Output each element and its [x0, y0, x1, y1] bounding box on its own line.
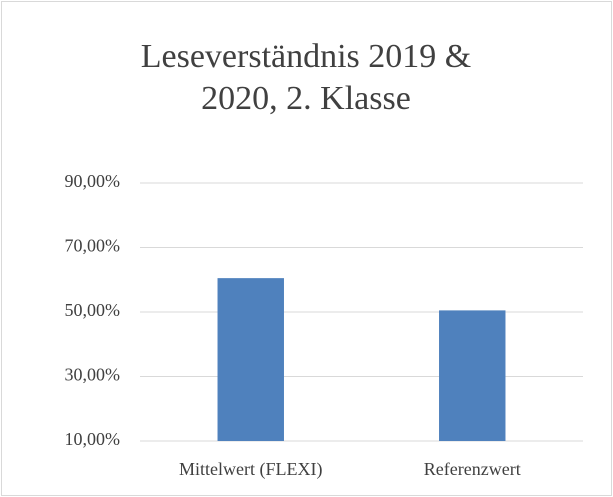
y-tick-label: 70,00%: [65, 236, 121, 256]
y-tick-label: 50,00%: [65, 300, 121, 320]
bar: [217, 278, 284, 441]
y-tick-label: 10,00%: [65, 429, 121, 449]
x-tick-label: Mittelwert (FLEXI): [179, 459, 322, 480]
x-tick-label: Referenzwert: [424, 459, 521, 479]
y-tick-label: 30,00%: [65, 365, 121, 385]
y-tick-label: 90,00%: [65, 171, 121, 191]
bar: [439, 310, 506, 441]
chart-title: Leseverständnis 2019 & 2020, 2. Klasse: [140, 38, 472, 117]
